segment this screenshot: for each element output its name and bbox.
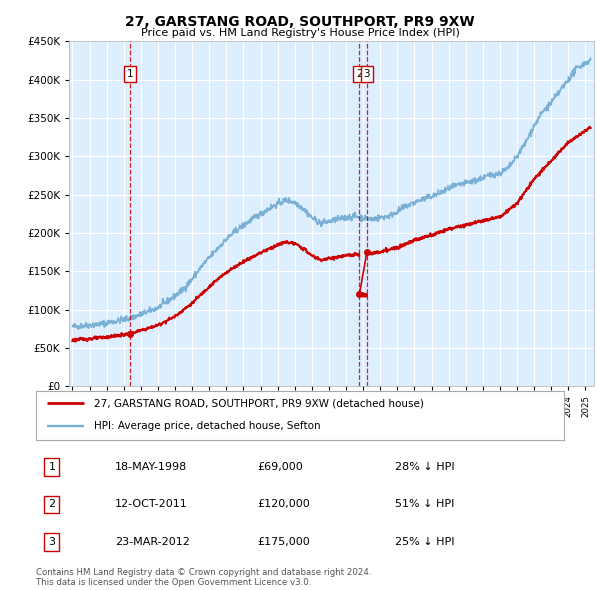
- Text: 1: 1: [127, 69, 133, 79]
- Text: 12-OCT-2011: 12-OCT-2011: [115, 500, 188, 509]
- Text: £69,000: £69,000: [258, 462, 304, 471]
- Text: 28% ↓ HPI: 28% ↓ HPI: [395, 462, 455, 471]
- Text: 1: 1: [49, 462, 55, 471]
- Text: Price paid vs. HM Land Registry's House Price Index (HPI): Price paid vs. HM Land Registry's House …: [140, 28, 460, 38]
- Text: 27, GARSTANG ROAD, SOUTHPORT, PR9 9XW (detached house): 27, GARSTANG ROAD, SOUTHPORT, PR9 9XW (d…: [94, 398, 424, 408]
- Text: 2: 2: [48, 500, 55, 509]
- Text: 23-MAR-2012: 23-MAR-2012: [115, 537, 190, 547]
- Text: 25% ↓ HPI: 25% ↓ HPI: [395, 537, 455, 547]
- Text: 3: 3: [364, 69, 370, 79]
- Text: 18-MAY-1998: 18-MAY-1998: [115, 462, 187, 471]
- Text: 27, GARSTANG ROAD, SOUTHPORT, PR9 9XW: 27, GARSTANG ROAD, SOUTHPORT, PR9 9XW: [125, 15, 475, 30]
- Text: £120,000: £120,000: [258, 500, 311, 509]
- Text: 51% ↓ HPI: 51% ↓ HPI: [395, 500, 454, 509]
- Text: 2: 2: [356, 69, 362, 79]
- Text: 3: 3: [49, 537, 55, 547]
- Text: HPI: Average price, detached house, Sefton: HPI: Average price, detached house, Seft…: [94, 421, 321, 431]
- Text: £175,000: £175,000: [258, 537, 311, 547]
- Text: Contains HM Land Registry data © Crown copyright and database right 2024.
This d: Contains HM Land Registry data © Crown c…: [36, 568, 371, 587]
